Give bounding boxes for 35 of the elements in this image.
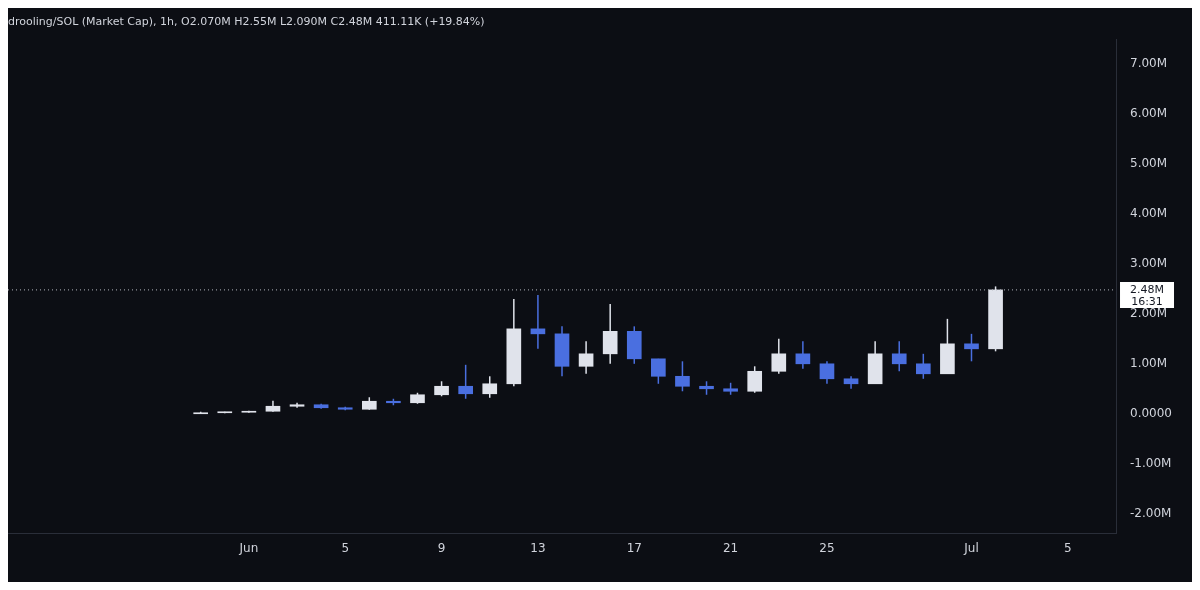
x-tick-label: 13 [530, 540, 546, 555]
y-tick-label: 4.00M [1130, 206, 1168, 221]
x-tick-label: 21 [722, 540, 739, 555]
x-tick-label: 25 [819, 540, 835, 555]
candlestick [964, 333, 979, 363]
candlestick [651, 358, 666, 385]
y-tick-label: 2.00M [1130, 305, 1168, 320]
candlestick [458, 364, 473, 400]
candlestick [675, 360, 690, 393]
x-tick-label: Jul [963, 540, 979, 555]
candlestick [891, 340, 907, 373]
candlestick [795, 340, 811, 370]
x-tick-label: 5 [341, 540, 350, 555]
text: 16:31 [1131, 294, 1163, 308]
x-tick-label: Jun [238, 540, 259, 555]
y-tick-label: 5.00M [1130, 156, 1168, 171]
y-tick-label: -1.00M [1130, 455, 1172, 470]
candlestick [819, 360, 835, 385]
chart-title: drooling/SOL (Market Cap), 1h, O2.070M H2.55M L2.090M C2.48M 411.11K (+19.84%) [8, 15, 485, 29]
candlestick [771, 338, 787, 375]
candlestick [482, 375, 498, 399]
y-tick-label: 1.00M [1130, 355, 1168, 370]
y-tick-label: 0.0000 [1130, 405, 1173, 420]
candlestick [578, 340, 594, 375]
candlestick [915, 353, 931, 380]
x-tick-label: 5 [1064, 540, 1072, 555]
ref-line-label: 2.48M [1130, 282, 1164, 296]
y-tick-label: 3.00M [1130, 256, 1168, 271]
candlestick [602, 303, 618, 365]
y-tick-label: 6.00M [1130, 106, 1168, 121]
candlestick [747, 365, 763, 394]
y-tick-label: 7.00M [1130, 56, 1168, 71]
x-tick-label: 17 [626, 540, 642, 555]
y-tick-label: -2.00M [1130, 505, 1172, 520]
x-tick-label: 9 [437, 540, 446, 555]
